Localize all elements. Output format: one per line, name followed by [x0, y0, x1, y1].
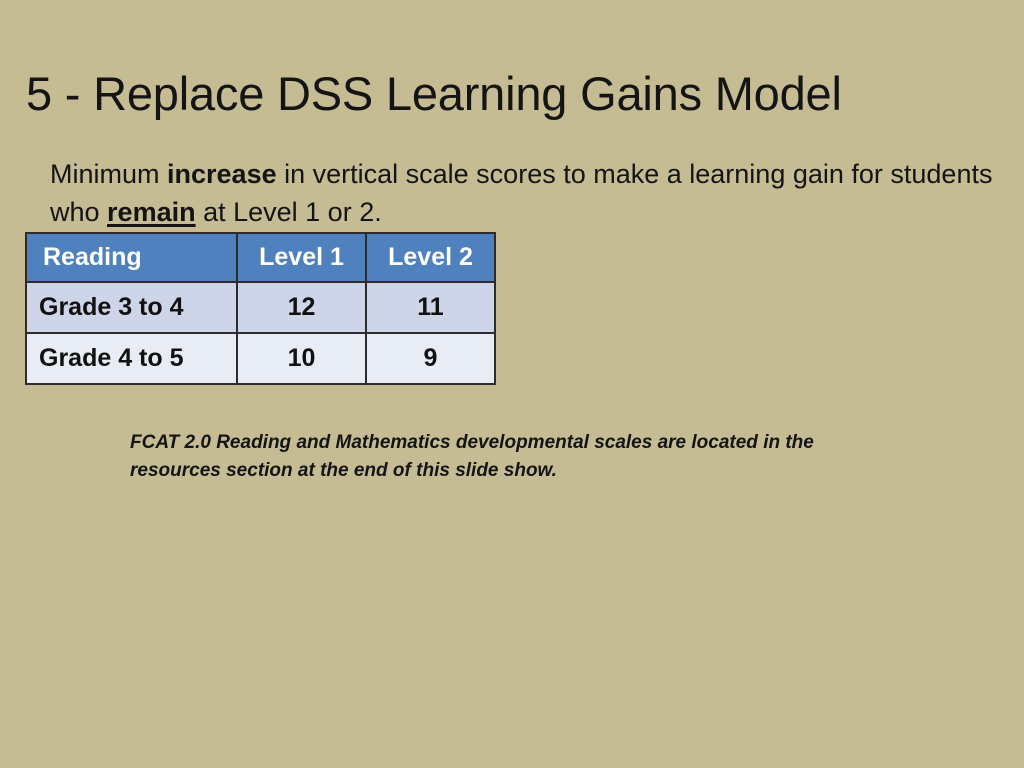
- body-text-middle: in vertical scale scores to make a learn…: [50, 159, 993, 228]
- table-body: Grade 3 to 4 12 11 Grade 4 to 5 10 9: [25, 281, 496, 385]
- body-text-prefix: Minimum: [50, 159, 168, 189]
- table-row: Grade 4 to 5 10 9: [25, 332, 496, 385]
- page-title: 5 - Replace DSS Learning Gains Model: [26, 67, 842, 121]
- cell-grade-3-to-4-level-2: 11: [365, 281, 496, 334]
- table-header-row: Reading Level 1 Level 2: [25, 232, 496, 283]
- body-text-suffix: at Level 1 or 2.: [195, 197, 382, 228]
- footnote-text: FCAT 2.0 Reading and Mathematics develop…: [130, 432, 814, 481]
- column-header-level-2: Level 2: [365, 232, 496, 283]
- column-header-reading: Reading: [25, 232, 238, 283]
- table-row: Grade 3 to 4 12 11: [25, 281, 496, 334]
- body-text-emphasis-increase: increase: [167, 159, 277, 189]
- row-label-grade-4-to-5: Grade 4 to 5: [25, 332, 238, 385]
- cell-grade-3-to-4-level-1: 12: [236, 281, 367, 334]
- cell-grade-4-to-5-level-2: 9: [365, 332, 496, 385]
- column-header-level-1: Level 1: [236, 232, 367, 283]
- learning-gains-table: Reading Level 1 Level 2 Grade 3 to 4 12 …: [25, 232, 496, 385]
- row-label-grade-3-to-4: Grade 3 to 4: [25, 281, 238, 334]
- body-text-emphasis-remain: remain: [107, 197, 196, 228]
- cell-grade-4-to-5-level-1: 10: [236, 332, 367, 385]
- body-paragraph: Minimum increase in vertical scale score…: [50, 155, 1010, 232]
- table-header: Reading Level 1 Level 2: [25, 232, 496, 283]
